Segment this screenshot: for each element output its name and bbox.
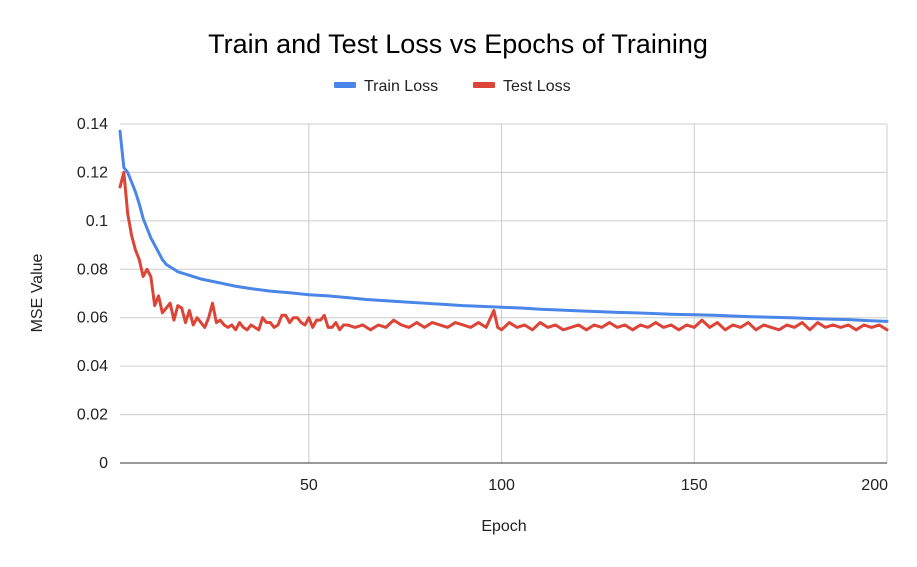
legend-label-train: Train Loss: [364, 78, 438, 95]
legend-swatch-test: [473, 82, 495, 88]
y-tick-label: 0.04: [77, 358, 108, 375]
y-axis-ticks: 0 0.02 0.04 0.06 0.08 0.1 0.12 0.14: [77, 116, 108, 472]
y-tick-label: 0: [99, 455, 108, 472]
y-tick-label: 0.1: [86, 213, 108, 230]
legend-item-train: Train Loss: [334, 78, 438, 95]
x-tick-label: 200: [861, 477, 888, 494]
legend-item-test: Test Loss: [473, 78, 571, 95]
y-tick-label: 0.14: [77, 116, 108, 133]
x-tick-label: 100: [488, 477, 515, 494]
y-tick-label: 0.08: [77, 261, 108, 278]
x-tick-label: 150: [681, 477, 708, 494]
y-tick-label: 0.02: [77, 407, 108, 424]
series-lines: [118, 129, 889, 332]
train-loss-line: [118, 129, 889, 323]
legend-label-test: Test Loss: [503, 78, 571, 95]
legend: Train Loss Test Loss: [334, 78, 571, 95]
legend-swatch-train: [334, 82, 356, 88]
x-tick-label: 50: [300, 477, 318, 494]
y-axis-title: MSE Value: [29, 253, 46, 332]
y-tick-label: 0.12: [77, 164, 108, 181]
test-loss-line: [118, 170, 889, 332]
y-tick-label: 0.06: [77, 310, 108, 327]
grid-lines: [120, 123, 888, 464]
x-axis-ticks: 50 100 150 200: [300, 477, 888, 494]
chart-title: Train and Test Loss vs Epochs of Trainin…: [208, 29, 708, 59]
x-axis-title: Epoch: [481, 518, 526, 535]
